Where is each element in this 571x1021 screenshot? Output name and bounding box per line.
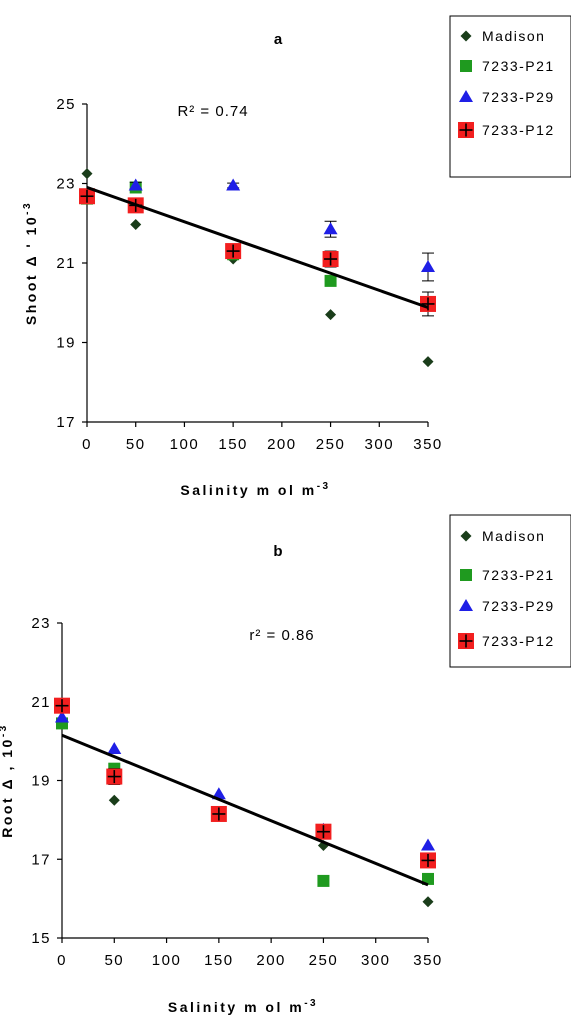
y-axis-title: Root Δ , 10-3 bbox=[0, 723, 15, 837]
legend-marker bbox=[458, 122, 474, 138]
data-point bbox=[324, 274, 337, 287]
y-tick-label: 21 bbox=[31, 694, 51, 711]
series-Madison bbox=[81, 168, 434, 368]
legend-marker bbox=[460, 60, 472, 72]
x-tick-label: 100 bbox=[152, 952, 182, 969]
x-axis-title: Salinity m ol m-3 bbox=[168, 998, 318, 1015]
legend-label: 7233-P21 bbox=[482, 58, 555, 74]
data-point bbox=[422, 896, 434, 908]
data-point bbox=[79, 188, 95, 205]
legend-label: 7233-P29 bbox=[482, 89, 555, 105]
legend-marker bbox=[459, 90, 473, 102]
data-point bbox=[81, 168, 93, 180]
legend-marker bbox=[460, 569, 472, 581]
data-point bbox=[422, 356, 434, 368]
x-tick-label: 250 bbox=[316, 436, 346, 453]
legend-marker bbox=[459, 599, 473, 611]
legend-label: 7233-P29 bbox=[482, 598, 555, 614]
legend-marker bbox=[460, 530, 472, 542]
series-7233-P12 bbox=[54, 697, 436, 869]
chart-panel-b: b 15 17 19 21 23 0 50 100 150 200 250 300 350 Salinity… bbox=[0, 514, 571, 1015]
data-point bbox=[226, 178, 241, 191]
y-tick-label: 15 bbox=[31, 930, 51, 947]
legend: Madison 7233-P21 7233-P29 7233-P12 bbox=[449, 514, 571, 668]
y-tick-label: 23 bbox=[56, 176, 76, 193]
x-tick-label: 300 bbox=[365, 436, 395, 453]
data-point bbox=[211, 787, 226, 800]
x-tick-label: 50 bbox=[126, 436, 146, 453]
x-tick-label: 0 bbox=[82, 436, 92, 453]
y-tick-label: 17 bbox=[56, 414, 76, 431]
data-point bbox=[421, 259, 435, 272]
legend: Madison 7233-P21 7233-P29 7233-P12 bbox=[449, 15, 571, 178]
legend-label: 7233-P12 bbox=[482, 122, 555, 138]
legend-label: 7233-P21 bbox=[482, 567, 555, 583]
legend-marker bbox=[460, 30, 472, 42]
data-point bbox=[108, 794, 120, 806]
data-point bbox=[421, 838, 435, 851]
trend-line bbox=[86, 186, 429, 309]
legend-box bbox=[449, 15, 571, 178]
x-tick-label: 0 bbox=[57, 952, 67, 969]
x-tick-label: 200 bbox=[267, 436, 297, 453]
data-point bbox=[225, 243, 242, 260]
trend-line bbox=[61, 733, 429, 887]
x-tick-label: 50 bbox=[104, 952, 124, 969]
y-axis-title: Shoot Δ ' 10-3 bbox=[22, 201, 39, 325]
data-point bbox=[322, 251, 339, 268]
x-tick-label: 200 bbox=[256, 952, 286, 969]
y-tick-label: 25 bbox=[56, 96, 76, 113]
x-tick-label: 150 bbox=[204, 952, 234, 969]
data-point bbox=[420, 852, 436, 869]
y-tick-label: 17 bbox=[31, 851, 51, 868]
panel-letter: a bbox=[274, 31, 283, 48]
y-tick-label: 19 bbox=[56, 335, 76, 352]
data-point bbox=[325, 309, 337, 321]
x-tick-label: 350 bbox=[413, 436, 443, 453]
data-point bbox=[317, 874, 330, 887]
y-tick-label: 21 bbox=[56, 255, 76, 272]
series-7233-P29 bbox=[80, 178, 435, 282]
legend-label: 7233-P12 bbox=[482, 633, 555, 649]
x-tick-label: 300 bbox=[361, 952, 391, 969]
x-tick-label: 100 bbox=[170, 436, 200, 453]
legend-marker bbox=[458, 633, 474, 649]
x-tick-label: 250 bbox=[309, 952, 339, 969]
r-squared-label: r² = 0.86 bbox=[249, 627, 314, 644]
data-point bbox=[55, 710, 69, 723]
r-squared-label: R² = 0.74 bbox=[177, 103, 248, 120]
data-point bbox=[54, 697, 70, 714]
data-point bbox=[107, 742, 122, 754]
data-point bbox=[128, 178, 143, 191]
x-tick-label: 350 bbox=[413, 952, 443, 969]
series-7233-P12 bbox=[79, 188, 436, 317]
data-point bbox=[130, 218, 142, 230]
y-tick-label: 19 bbox=[31, 773, 51, 790]
data-point bbox=[315, 823, 332, 840]
data-point bbox=[106, 768, 123, 785]
legend-label: Madison bbox=[482, 528, 545, 544]
data-point bbox=[422, 872, 434, 885]
x-tick-label: 150 bbox=[218, 436, 248, 453]
panel-letter: b bbox=[273, 543, 282, 560]
y-tick-label: 23 bbox=[31, 615, 51, 632]
x-axis-title: Salinity m ol m-3 bbox=[180, 481, 330, 498]
data-point bbox=[323, 222, 338, 235]
legend-label: Madison bbox=[482, 28, 545, 44]
data-point bbox=[420, 295, 436, 312]
data-point bbox=[210, 805, 227, 822]
